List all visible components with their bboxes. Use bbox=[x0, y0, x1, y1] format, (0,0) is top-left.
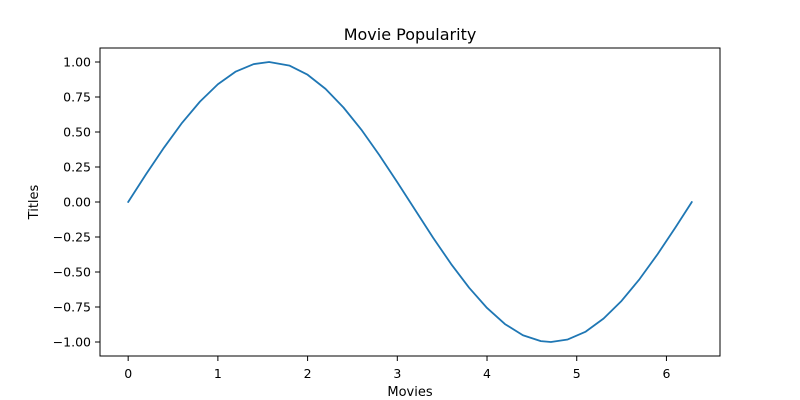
y-tick-label: −1.00 bbox=[53, 335, 91, 350]
y-tick-label: 0.50 bbox=[63, 125, 91, 140]
y-tick-label: 0.25 bbox=[63, 160, 91, 175]
x-axis-label: Movies bbox=[387, 385, 432, 400]
series-layer bbox=[127, 61, 693, 343]
y-tick-label: 0.00 bbox=[63, 195, 91, 210]
y-tick-label: 1.00 bbox=[63, 55, 91, 70]
chart-title: Movie Popularity bbox=[344, 25, 477, 44]
y-tick-label: 0.75 bbox=[63, 90, 91, 105]
y-axis-label: Titles bbox=[27, 184, 42, 220]
x-tick-label: 5 bbox=[573, 366, 581, 381]
x-tick-label: 0 bbox=[124, 366, 132, 381]
x-tick-label: 6 bbox=[662, 366, 670, 381]
x-tick-label: 1 bbox=[214, 366, 222, 381]
series-line bbox=[127, 61, 693, 343]
x-tick-label: 3 bbox=[393, 366, 401, 381]
y-axis: 1.00 0.75 0.50 0.25 0.00 −0.25 −0.50 −0.75 −1.00 bbox=[53, 55, 100, 350]
x-tick-label: 4 bbox=[483, 366, 491, 381]
y-tick-label: −0.25 bbox=[53, 230, 91, 245]
x-axis: 0 1 2 3 4 5 6 bbox=[124, 356, 670, 381]
y-tick-label: −0.50 bbox=[53, 265, 91, 280]
x-tick-label: 2 bbox=[304, 366, 312, 381]
y-tick-label: −0.75 bbox=[53, 300, 91, 315]
